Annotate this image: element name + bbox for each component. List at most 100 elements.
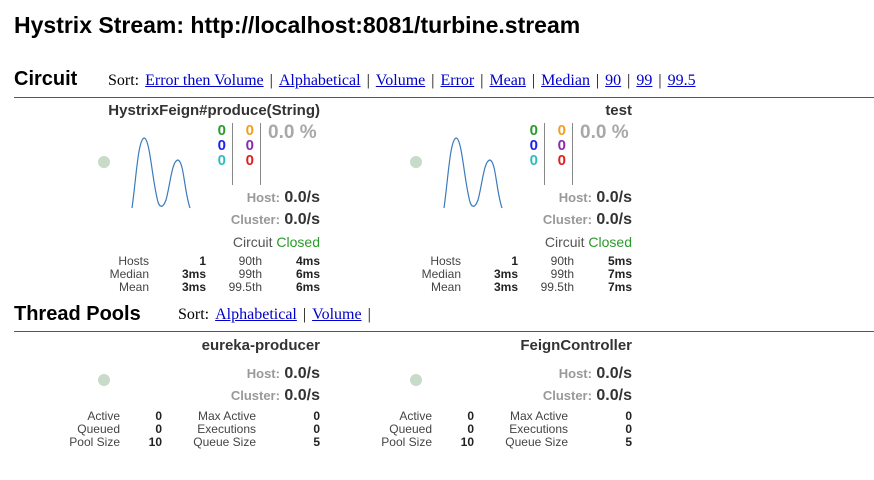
pool-sort-alphabetical-link[interactable]: Alphabetical xyxy=(215,306,297,323)
cluster-rate: Cluster: 0.0/s xyxy=(231,211,320,229)
circuit-sparkline xyxy=(131,137,191,209)
pool-stat-values: 0 0 10 xyxy=(436,410,474,449)
host-rate-value: 0.0/s xyxy=(284,365,320,382)
max-active-label: Max Active xyxy=(509,409,568,423)
sort-separator: | xyxy=(366,72,370,89)
sort-99-5-link[interactable]: 99.5 xyxy=(667,72,696,89)
max-active-value: 0 xyxy=(625,409,632,423)
active-label: Active xyxy=(87,409,120,423)
host-label: Host: xyxy=(246,190,280,205)
sort-mean-link[interactable]: Mean xyxy=(489,72,526,89)
p90-value: 5ms xyxy=(607,254,632,268)
circuit-health-dot xyxy=(98,156,110,168)
pool-stat-values: 0 0 10 xyxy=(124,410,162,449)
p90-label: 90th xyxy=(238,254,262,268)
queued-value: 0 xyxy=(155,422,162,436)
sort-separator: | xyxy=(595,72,600,89)
executions-value: 0 xyxy=(313,422,320,436)
sort-90-link[interactable]: 90 xyxy=(605,72,622,89)
executions-value: 0 xyxy=(625,422,632,436)
sort-alphabetical-link[interactable]: Alphabetical xyxy=(278,72,361,89)
p90-value: 4ms xyxy=(295,254,320,268)
circuit-status: Circuit Closed xyxy=(545,234,632,250)
median-value: 3ms xyxy=(181,267,206,281)
host-rate: Host: 0.0/s xyxy=(247,365,320,383)
pool-size-label: Pool Size xyxy=(69,435,120,449)
circuit-name: test xyxy=(605,102,632,119)
count-divider xyxy=(260,123,261,185)
pool-stat-labels: Active Queued Pool Size xyxy=(50,410,120,449)
host-rate-value: 0.0/s xyxy=(284,189,320,206)
median-value: 3ms xyxy=(493,267,518,281)
cluster-rate-value: 0.0/s xyxy=(284,211,320,228)
bad-request-count: 0 xyxy=(529,152,538,169)
error-percentage: 0.0 % xyxy=(580,122,629,143)
mean-value: 3ms xyxy=(493,280,518,294)
failure-count: 0 xyxy=(245,152,254,169)
sort-median-link[interactable]: Median xyxy=(541,72,590,89)
circuit-card: HystrixFeign#produce(String) 0 0 0 0 0 0 0.0 % H… xyxy=(14,102,320,294)
queued-label: Queued xyxy=(389,422,432,436)
p99-label: 99th xyxy=(550,267,574,281)
sort-separator: | xyxy=(531,72,536,89)
queue-size-label: Queue Size xyxy=(505,435,568,449)
cluster-label: Cluster: xyxy=(542,388,592,403)
timeout-count: 0 xyxy=(245,122,254,139)
sparkline-line xyxy=(443,137,503,209)
count-divider xyxy=(232,123,233,185)
sort-separator: | xyxy=(302,306,307,323)
cluster-rate-value: 0.0/s xyxy=(284,387,320,404)
thread-pools-section-title: Thread Pools xyxy=(14,303,141,325)
max-active-label: Max Active xyxy=(197,409,256,423)
short-circuited-count: 0 xyxy=(529,137,538,154)
pool-stat-labels-2: Max Active Executions Queue Size xyxy=(174,410,256,449)
page-title: Hystrix Stream: http://localhost:8081/tu… xyxy=(14,12,581,38)
stat-values: 1 3ms 3ms xyxy=(468,255,518,294)
count-divider xyxy=(572,123,573,185)
hosts-value: 1 xyxy=(511,254,518,268)
pool-stat-labels: Active Queued Pool Size xyxy=(362,410,432,449)
sort-error-link[interactable]: Error xyxy=(440,72,475,89)
error-percentage: 0.0 % xyxy=(268,122,317,143)
failure-count: 0 xyxy=(557,152,566,169)
hosts-label: Hosts xyxy=(430,254,461,268)
thread-pool-name: FeignController xyxy=(520,337,632,354)
cluster-rate: Cluster: 0.0/s xyxy=(543,387,632,405)
circuit-card: test 0 0 0 0 0 0 0.0 % Host: 0.0/s Cluster: 0.0/s… xyxy=(326,102,632,294)
circuit-status-label: Circuit xyxy=(544,234,585,250)
active-value: 0 xyxy=(155,409,162,423)
host-rate: Host: 0.0/s xyxy=(559,189,632,207)
short-circuited-count: 0 xyxy=(217,137,226,154)
queue-size-value: 5 xyxy=(625,435,632,449)
sort-separator: | xyxy=(367,306,371,323)
thread-pools-sort-label: Sort: xyxy=(178,306,210,323)
circuit-status-state: Closed xyxy=(276,234,320,250)
p995-label: 99.5th xyxy=(228,280,262,294)
median-label: Median xyxy=(109,267,149,281)
hosts-label: Hosts xyxy=(118,254,149,268)
thread-pool-card: eureka-producer Host: 0.0/s Cluster: 0.0/s… xyxy=(14,337,320,457)
circuit-sort-bar: Sort: Error then Volume | Alphabetical | Volu… xyxy=(108,72,696,90)
mean-label: Mean xyxy=(118,280,149,294)
sort-separator: | xyxy=(627,72,631,89)
p995-value: 6ms xyxy=(295,280,320,294)
host-label: Host: xyxy=(558,190,592,205)
sort-volume-link[interactable]: Volume xyxy=(375,72,426,89)
p995-label: 99.5th xyxy=(540,280,574,294)
success-count: 0 xyxy=(529,122,538,139)
active-value: 0 xyxy=(467,409,474,423)
circuit-sort-label: Sort: xyxy=(108,72,140,89)
sort-separator: | xyxy=(269,72,273,89)
sort-error-then-volume-link[interactable]: Error then Volume xyxy=(145,72,264,89)
p995-value: 7ms xyxy=(607,280,632,294)
pool-sort-volume-link[interactable]: Volume xyxy=(312,306,362,323)
percentile-labels: 90th 99th 99.5th xyxy=(212,255,262,294)
queued-value: 0 xyxy=(467,422,474,436)
active-label: Active xyxy=(399,409,432,423)
sort-separator: | xyxy=(431,72,435,89)
thread-pool-card: FeignController Host: 0.0/s Cluster: 0.0/s… xyxy=(326,337,632,457)
circuit-status-label: Circuit xyxy=(232,234,273,250)
sort-99-link[interactable]: 99 xyxy=(636,72,653,89)
